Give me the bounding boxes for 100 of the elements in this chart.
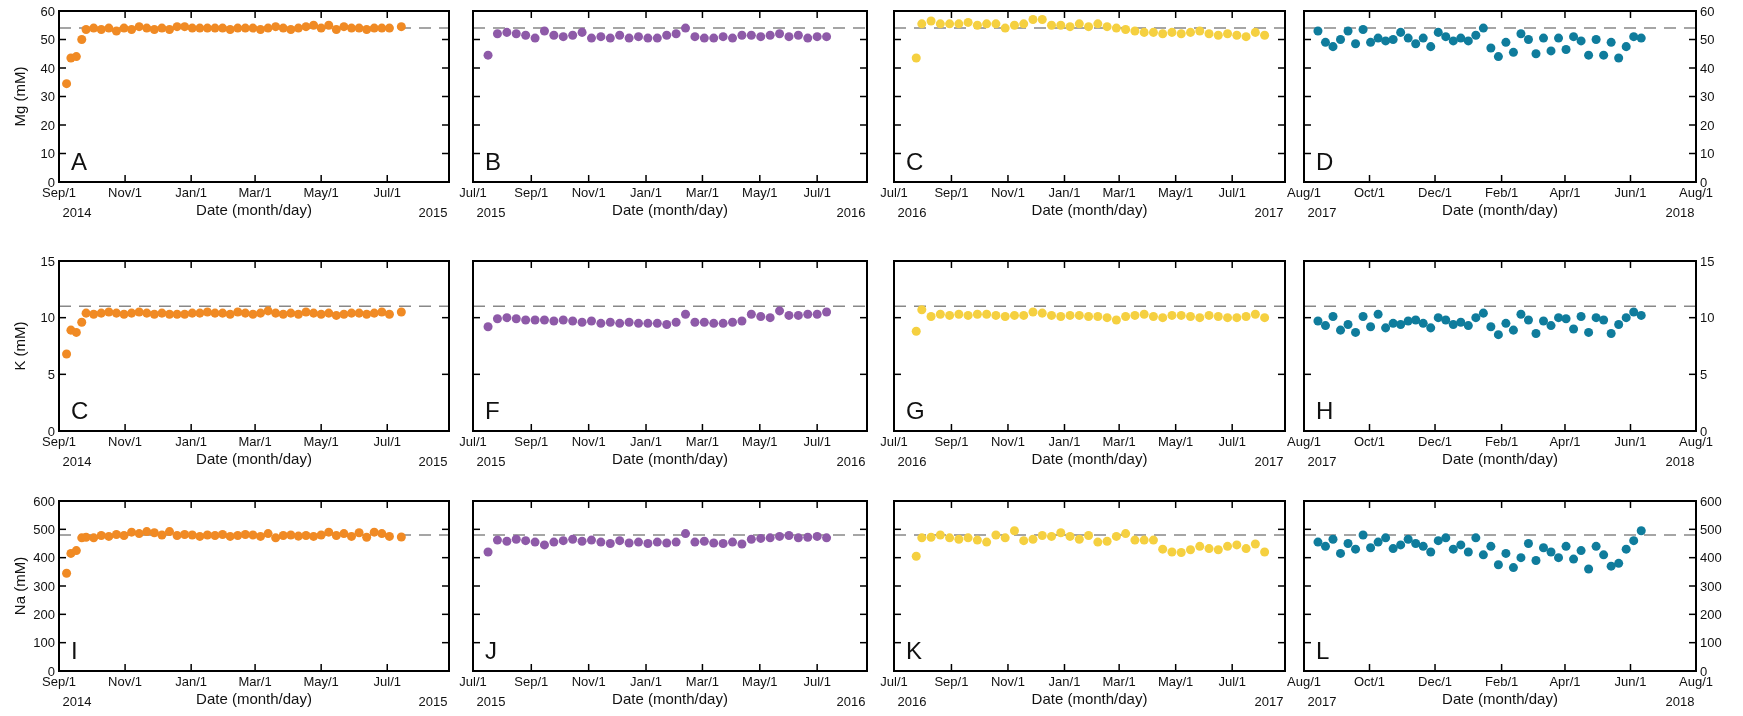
x-axis-title: Date (month/day): [1031, 690, 1148, 707]
x-tick-label: Aug/1: [1287, 434, 1321, 449]
x-tick-label: Mar/1: [685, 434, 720, 449]
text: 2015: [476, 694, 506, 709]
x-axis-title: Date (month/day): [1031, 201, 1148, 218]
x-tick-label: Nov/1: [571, 185, 606, 200]
x-tick-label: Nov/1: [990, 185, 1025, 200]
x-tick-label: Jul/1: [1218, 434, 1246, 449]
y-tick-label: 400: [1700, 550, 1722, 566]
text: 2015: [418, 454, 448, 469]
x-tick-label: Jan/1: [175, 674, 208, 689]
x-tick-label: Jul/1: [373, 674, 401, 689]
x-tick-label: Nov/1: [990, 434, 1025, 449]
y-tick-label: 600: [33, 493, 55, 509]
y-axis-title: Mg (mM): [11, 66, 28, 127]
annotation: G: [906, 397, 925, 424]
x-axis-title: Date (month/day): [1442, 690, 1558, 707]
y-tick-label: 60: [1700, 3, 1715, 19]
x-tick-label: Sep/1: [42, 185, 76, 200]
x-tick-label: Aug/1: [1679, 434, 1713, 449]
annotation: K: [906, 637, 923, 664]
x-tick-label: May/1: [742, 185, 778, 200]
x-tick-label: Feb/1: [1484, 185, 1519, 200]
x-tick-label: Jun/1: [1614, 674, 1647, 689]
text: 2017: [1307, 454, 1337, 469]
text: 2016: [836, 205, 866, 220]
x-axis-title: Date (month/day): [612, 450, 728, 467]
y-tick-label: 10: [1700, 146, 1715, 162]
x-tick-label: Nov/1: [571, 434, 606, 449]
y-tick-label: 10: [40, 146, 55, 162]
text: 2018: [1665, 454, 1695, 469]
annotation: L: [1316, 637, 1330, 664]
annotation: C: [906, 148, 924, 175]
x-tick-label: Jan/1: [1048, 674, 1081, 689]
x-tick-label: Jul/1: [373, 185, 401, 200]
x-tick-label: Aug/1: [1679, 674, 1713, 689]
y-tick-label: 40: [40, 60, 55, 76]
x-tick-label: Apr/1: [1549, 185, 1581, 200]
text: 2017: [1254, 205, 1284, 220]
text: 2014: [62, 454, 92, 469]
y-axis-title: K (mM): [11, 321, 28, 371]
x-tick-label: Sep/1: [42, 674, 76, 689]
x-axis-title: Date (month/day): [1442, 201, 1558, 218]
annotation: A: [71, 148, 88, 175]
x-tick-label: Nov/1: [990, 674, 1025, 689]
x-tick-label: Mar/1: [238, 434, 272, 449]
x-axis-title: Date (month/day): [1031, 450, 1148, 467]
y-tick-label: 20: [1700, 117, 1715, 133]
x-tick-label: Jul/1: [880, 434, 908, 449]
y-tick-label: 200: [1700, 606, 1722, 622]
x-axis-title: Date (month/day): [1442, 450, 1558, 467]
y-tick-label: 30: [1700, 89, 1715, 105]
annotation: F: [485, 397, 500, 424]
x-tick-label: Nov/1: [571, 674, 606, 689]
x-tick-label: Jul/1: [803, 185, 831, 200]
x-tick-label: Sep/1: [934, 185, 969, 200]
text: 2017: [1307, 694, 1337, 709]
x-tick-label: Sep/1: [934, 434, 969, 449]
text: 2016: [897, 205, 927, 220]
text: 2016: [897, 454, 927, 469]
x-tick-label: Jul/1: [880, 185, 908, 200]
x-tick-label: Jan/1: [630, 674, 662, 689]
x-tick-label: Jul/1: [803, 434, 831, 449]
x-tick-label: May/1: [303, 674, 339, 689]
y-tick-label: 10: [40, 310, 55, 326]
annotation: H: [1316, 397, 1334, 424]
y-tick-label: 500: [1700, 521, 1722, 537]
text: 2018: [1665, 694, 1695, 709]
x-tick-label: Sep/1: [514, 674, 549, 689]
x-tick-label: Jul/1: [1218, 185, 1246, 200]
x-tick-label: Jul/1: [459, 434, 487, 449]
x-tick-label: Apr/1: [1549, 434, 1581, 449]
x-tick-label: Aug/1: [1679, 185, 1713, 200]
x-axis-title: Date (month/day): [612, 690, 728, 707]
x-tick-label: Sep/1: [934, 674, 969, 689]
x-tick-label: Mar/1: [238, 185, 272, 200]
text: 2014: [62, 694, 92, 709]
x-tick-label: Sep/1: [42, 434, 76, 449]
x-tick-label: Jul/1: [373, 434, 401, 449]
x-tick-label: Sep/1: [514, 185, 549, 200]
x-tick-label: Mar/1: [1102, 434, 1136, 449]
x-tick-label: Jun/1: [1614, 185, 1647, 200]
annotation: C: [71, 397, 89, 424]
y-tick-label: 60: [40, 3, 55, 19]
y-tick-label: 10: [1700, 310, 1715, 326]
x-tick-label: Aug/1: [1287, 674, 1321, 689]
x-tick-label: Jan/1: [630, 185, 662, 200]
x-tick-label: Jul/1: [459, 674, 487, 689]
x-tick-label: Jul/1: [1218, 674, 1246, 689]
x-tick-label: Apr/1: [1549, 674, 1581, 689]
y-tick-label: 300: [33, 578, 55, 594]
text: 2017: [1254, 454, 1284, 469]
x-tick-label: May/1: [1157, 434, 1194, 449]
text: 2015: [418, 694, 448, 709]
x-axis-title: Date (month/day): [612, 201, 728, 218]
x-tick-label: May/1: [742, 434, 778, 449]
annotation: I: [71, 637, 78, 664]
x-tick-label: Nov/1: [108, 434, 143, 449]
y-tick-label: 100: [1700, 635, 1722, 651]
x-tick-label: Mar/1: [1102, 674, 1136, 689]
